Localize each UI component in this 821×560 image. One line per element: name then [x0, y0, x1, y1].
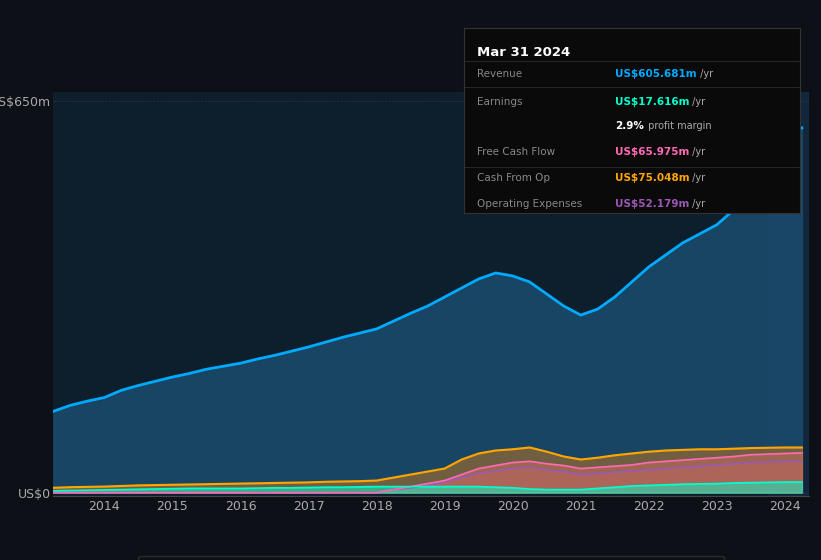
Text: /yr: /yr	[690, 199, 705, 208]
Text: Cash From Op: Cash From Op	[477, 172, 550, 183]
Text: Mar 31 2024: Mar 31 2024	[477, 46, 571, 59]
Text: US$52.179m: US$52.179m	[616, 199, 690, 208]
Text: /yr: /yr	[690, 172, 705, 183]
Text: Earnings: Earnings	[477, 97, 523, 107]
Text: /yr: /yr	[690, 97, 705, 107]
Text: US$75.048m: US$75.048m	[616, 172, 690, 183]
Text: Free Cash Flow: Free Cash Flow	[477, 147, 556, 157]
Text: Revenue: Revenue	[477, 69, 522, 79]
Text: Operating Expenses: Operating Expenses	[477, 199, 583, 208]
Text: 2.9%: 2.9%	[616, 121, 644, 131]
Text: US$17.616m: US$17.616m	[616, 97, 690, 107]
Text: /yr: /yr	[697, 69, 713, 79]
Bar	[768, 92, 809, 496]
Text: /yr: /yr	[690, 147, 705, 157]
Text: US$605.681m: US$605.681m	[616, 69, 697, 79]
Legend: Revenue, Earnings, Free Cash Flow, Cash From Op, Operating Expenses: Revenue, Earnings, Free Cash Flow, Cash …	[139, 556, 723, 560]
Text: US$65.975m: US$65.975m	[616, 147, 690, 157]
Text: profit margin: profit margin	[645, 121, 712, 131]
